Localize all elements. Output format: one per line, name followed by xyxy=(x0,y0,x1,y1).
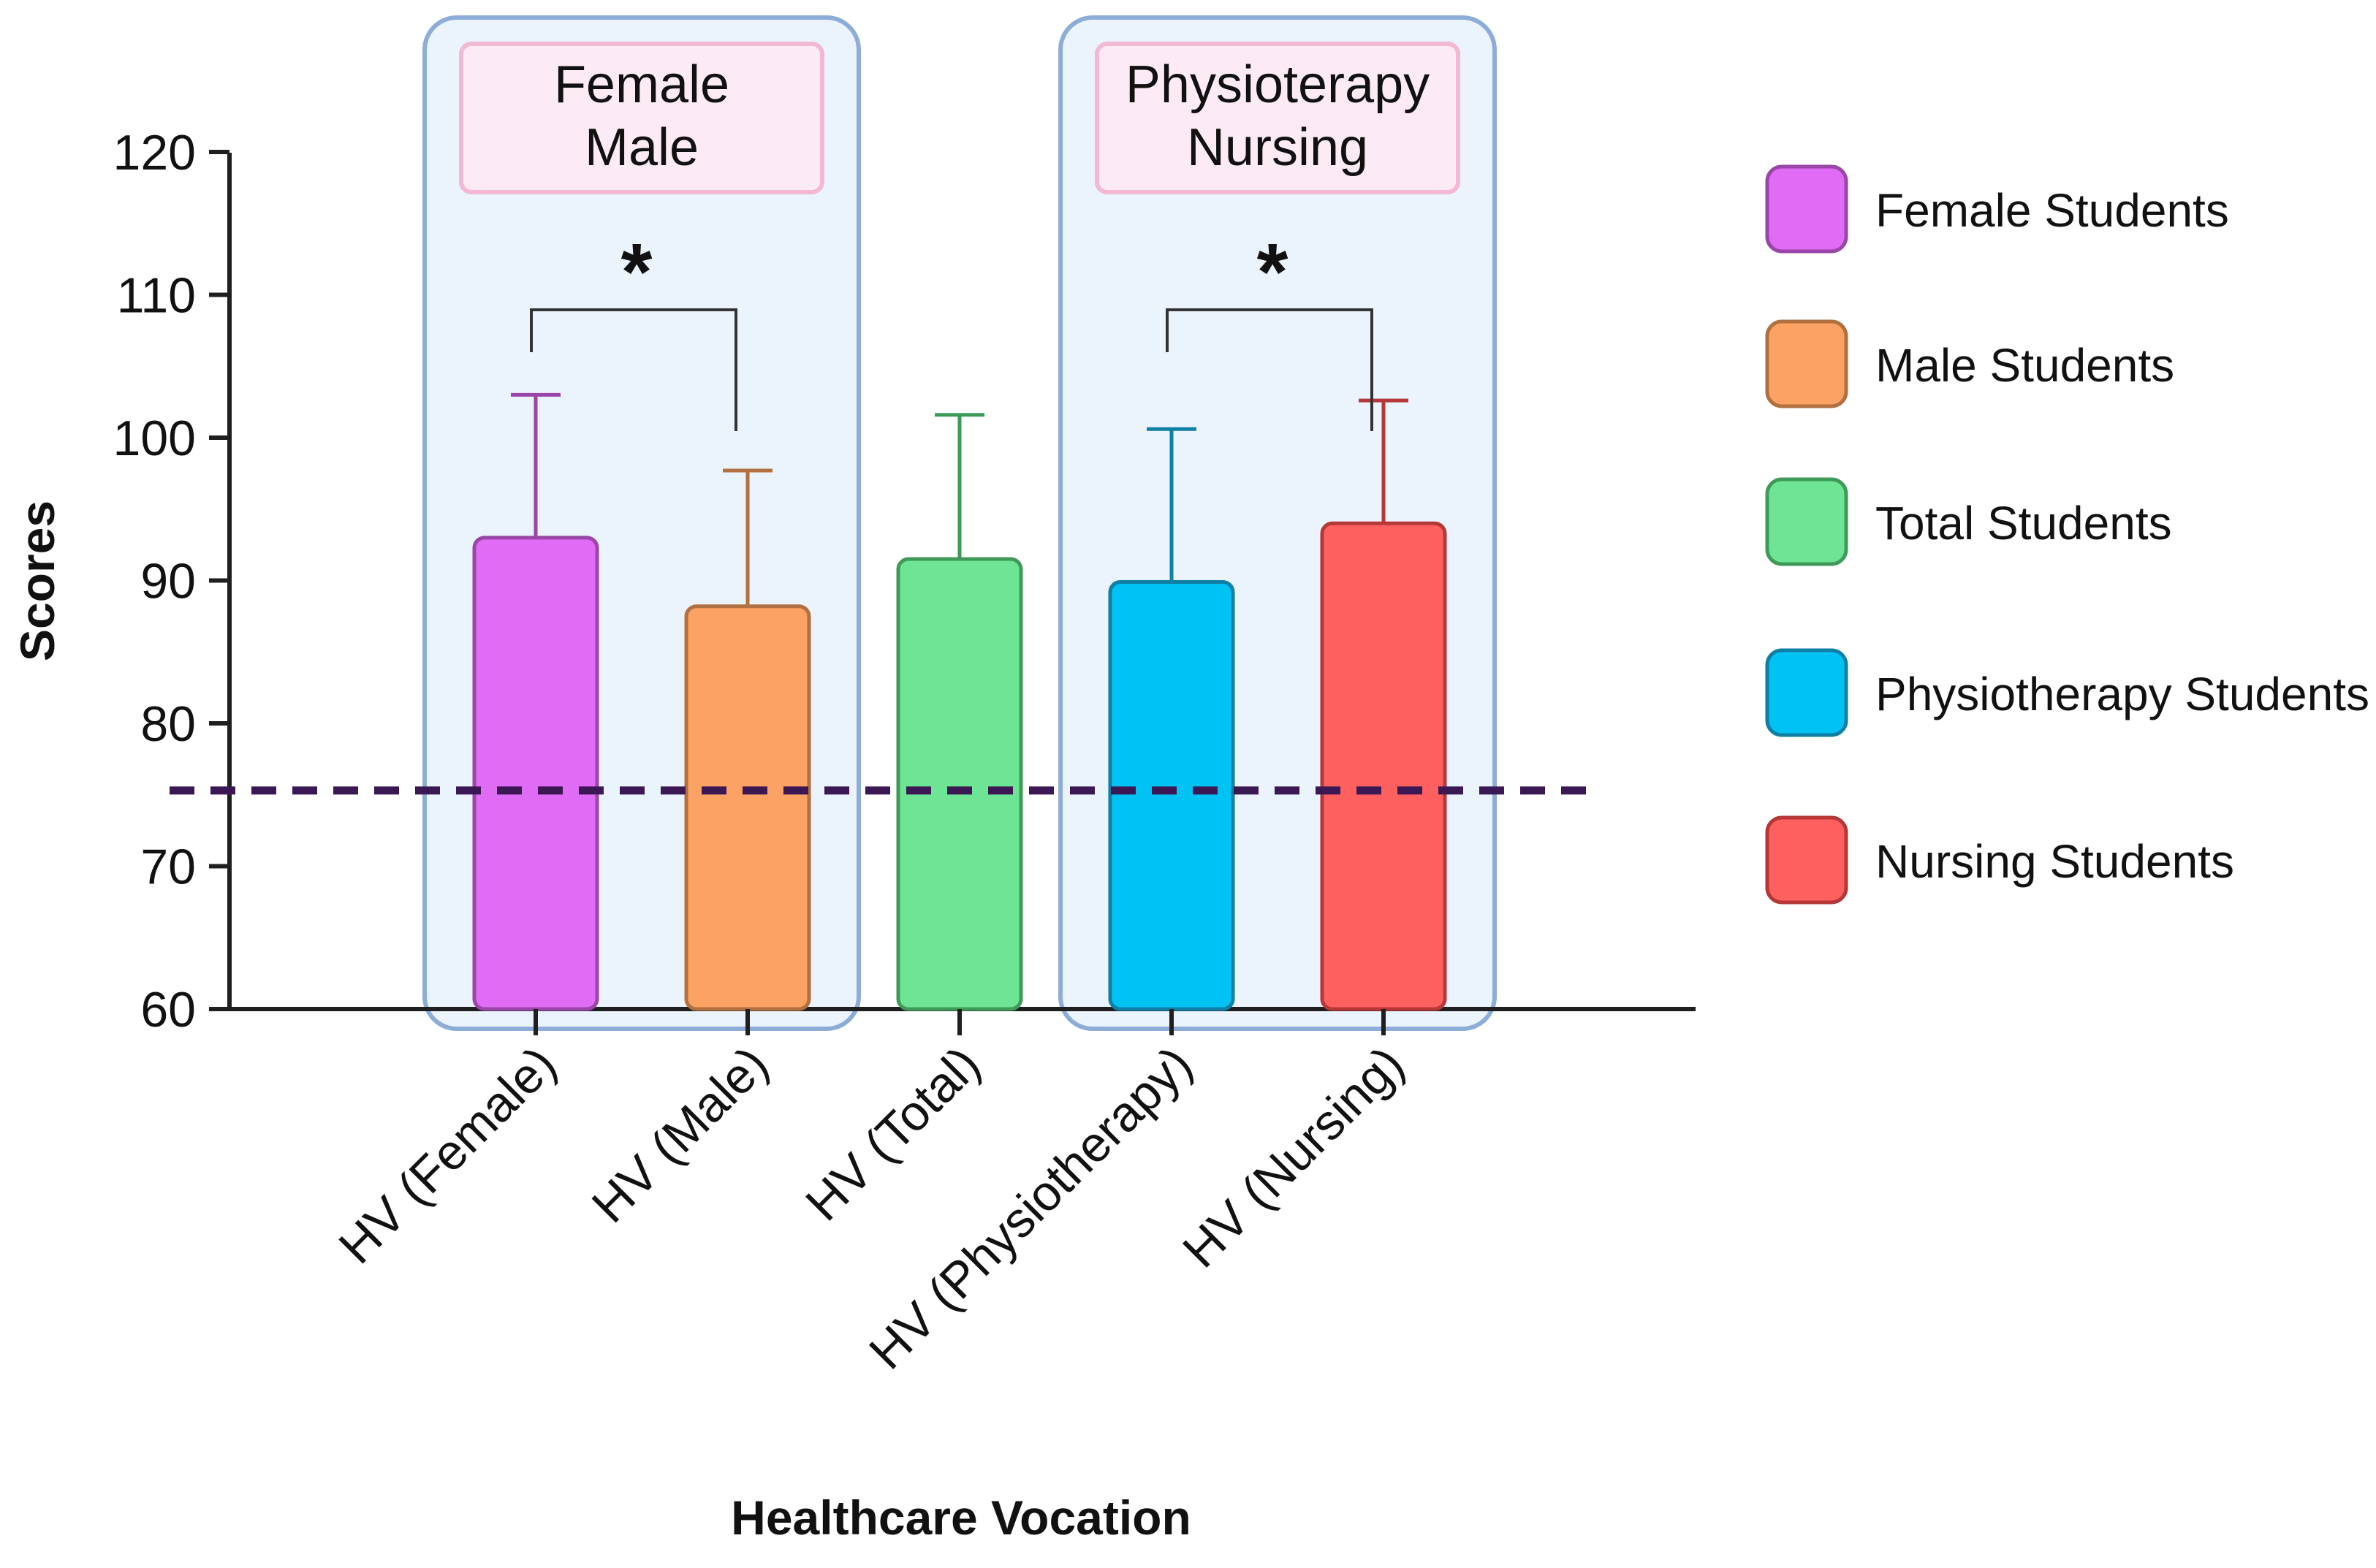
bar-0 xyxy=(472,536,599,1011)
x-axis-label: Healthcare Vocation xyxy=(731,1491,1191,1545)
legend-label-3: Physiotherapy Students xyxy=(1875,668,2369,720)
y-axis-label: Scores xyxy=(10,501,64,661)
significance-star-1: * xyxy=(1257,227,1288,317)
legend-label-0: Female Students xyxy=(1875,184,2229,237)
x-tick-label-0: HV (Female) xyxy=(328,1036,566,1274)
y-tick-label-70: 70 xyxy=(140,840,196,895)
group-label-box-1 xyxy=(1095,42,1460,194)
legend-label-4: Nursing Students xyxy=(1875,835,2234,888)
significance-brackets: * * xyxy=(530,227,1373,431)
x-tick-label-2: HV (Total) xyxy=(795,1036,990,1231)
legend-label-1: Male Students xyxy=(1875,339,2174,392)
x-tick-label-4: HV (Nursing) xyxy=(1172,1036,1415,1279)
group-label-line-0-1: Male xyxy=(585,118,699,177)
significance-star-0: * xyxy=(621,227,653,317)
y-tick-label-60: 60 xyxy=(140,982,196,1038)
group-label-line-1-1: Nursing xyxy=(1187,118,1368,177)
y-tick-label-100: 100 xyxy=(113,411,196,466)
legend-label-2: Total Students xyxy=(1875,497,2172,549)
significance-bracket-1 xyxy=(1166,308,1373,431)
bar-2 xyxy=(896,557,1023,1011)
y-tick-label-120: 120 xyxy=(113,125,196,180)
legend: Female Students Male Students Total Studen… xyxy=(1765,164,2369,905)
x-axis-ticks: HV (Female) HV (Male) HV (Total)HV (Physio… xyxy=(328,1009,1415,1379)
y-tick-label-90: 90 xyxy=(140,554,196,609)
group-label-box-0 xyxy=(459,42,824,194)
bar-3 xyxy=(1108,579,1235,1011)
legend-swatch-0 xyxy=(1765,164,1848,254)
group-label-line-0-0: Female xyxy=(554,56,729,114)
y-axis-ticks: 60 70 80 90 100 110 120 xyxy=(113,125,229,1038)
legend-swatch-4 xyxy=(1765,815,1848,905)
legend-swatch-2 xyxy=(1765,477,1848,566)
legend-swatch-1 xyxy=(1765,319,1848,408)
y-tick-label-110: 110 xyxy=(117,268,196,324)
bar-1 xyxy=(684,604,811,1011)
significance-bracket-0 xyxy=(530,308,737,431)
error-bars xyxy=(511,392,1408,606)
bar-4 xyxy=(1320,521,1447,1011)
legend-swatch-3 xyxy=(1765,648,1848,737)
x-tick-label-1: HV (Male) xyxy=(581,1036,778,1233)
y-tick-label-80: 80 xyxy=(140,696,196,752)
group-label-line-1-0: Physioterapy xyxy=(1126,56,1430,114)
